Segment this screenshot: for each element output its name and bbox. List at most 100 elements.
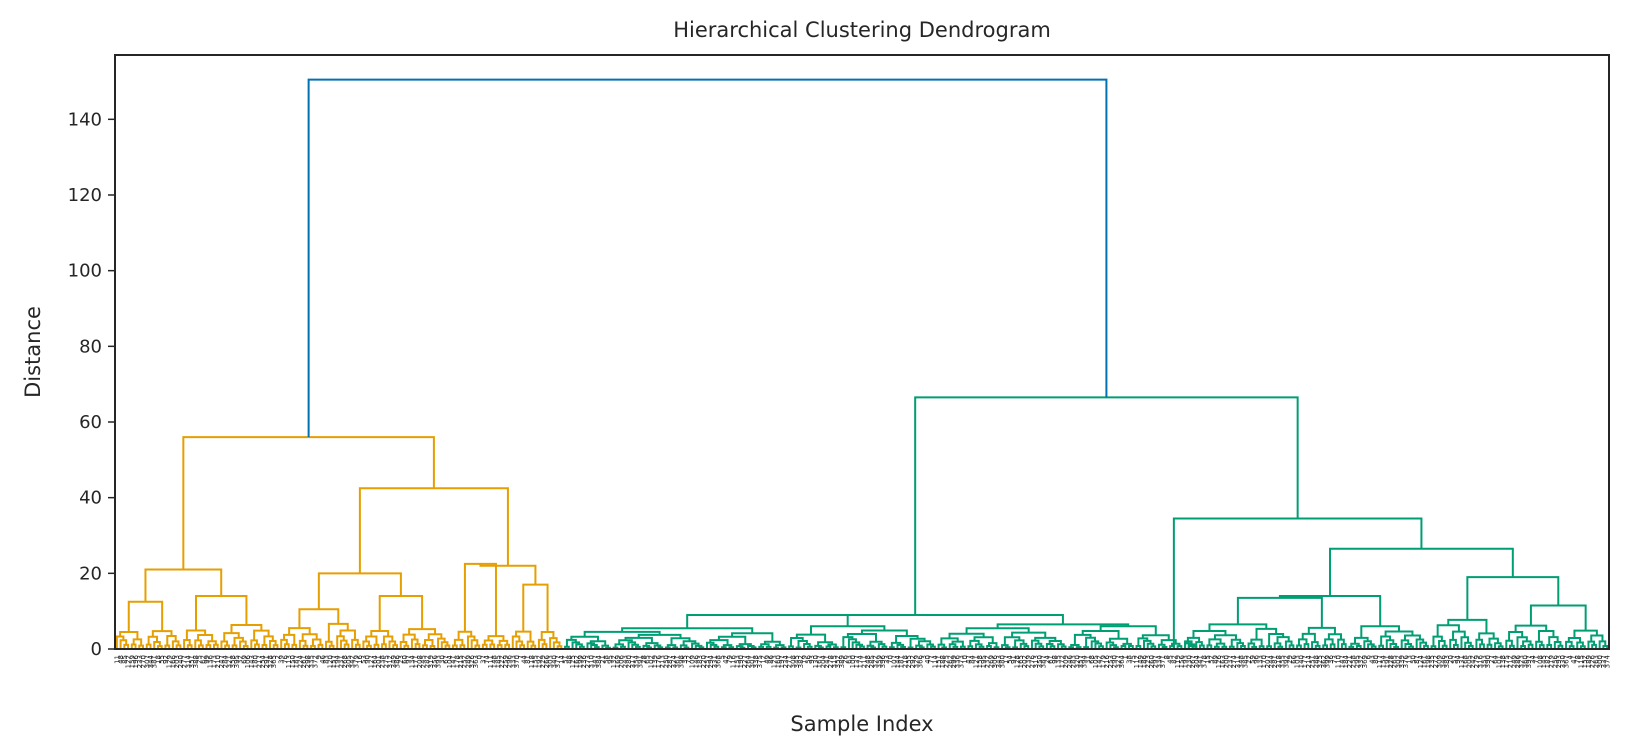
leaf-label: 172	[1058, 655, 1066, 668]
leaf-label: 148	[491, 655, 499, 668]
leaf-label: 189	[1585, 655, 1593, 668]
leaf-label: 341	[1197, 655, 1205, 668]
leaf-label: 170	[1260, 655, 1268, 668]
leaf-label: 222	[498, 655, 506, 668]
leaf-label: 259	[502, 655, 510, 668]
leaf-label: 105	[1092, 655, 1100, 668]
leaf-label: 223	[1144, 655, 1152, 668]
dendrogram-link	[327, 622, 349, 642]
leaf-label: 64	[1492, 654, 1500, 663]
leaf-label: 191	[1383, 655, 1391, 668]
leaf-label: 89	[1211, 655, 1219, 664]
leaf-label: 188	[939, 655, 947, 668]
leaf-label: 266	[543, 654, 551, 668]
leaf-label: 247	[218, 655, 226, 668]
leaf-label: 207	[1264, 655, 1272, 668]
dendrogram-link	[686, 613, 849, 629]
dendrogram-link	[1452, 630, 1466, 640]
leaf-label: 184	[1342, 654, 1350, 668]
leaf-label: 310	[588, 655, 596, 668]
y-tick-label: 80	[79, 336, 102, 357]
leaf-label: 377	[554, 655, 562, 668]
leaf-label: 12	[760, 655, 768, 664]
leaf-label: 206	[618, 654, 626, 668]
dendrogram-link	[914, 396, 1299, 615]
leaf-label: 285	[868, 655, 876, 668]
leaf-label: 9	[315, 655, 323, 659]
leaf-label: 389	[838, 655, 846, 668]
leaf-label: 6	[1365, 654, 1373, 659]
leaf-label: 53	[360, 655, 368, 664]
leaf-label: 337	[1600, 655, 1608, 668]
leaf-label: 42	[722, 655, 730, 664]
leaf-label: 268	[341, 655, 349, 668]
leaf-label: 221	[1346, 655, 1354, 668]
leaf-label: 240	[177, 655, 185, 668]
leaf-label: 20	[1447, 655, 1455, 664]
leaf-label: 68	[1088, 655, 1096, 664]
leaf-label: 345	[793, 655, 801, 668]
leaf-label: 236	[580, 654, 588, 668]
leaf-label: 139	[651, 655, 659, 668]
y-tick-label: 100	[68, 261, 102, 282]
leaf-label: 194	[334, 654, 342, 668]
leaf-label: 100	[849, 655, 857, 668]
leaf-label: 359	[875, 655, 883, 668]
leaf-label: 338	[752, 655, 760, 668]
leaf-label: 171	[412, 655, 420, 668]
leaf-label: 308	[789, 655, 797, 668]
leaf-label: 210	[214, 655, 222, 668]
dendrogram-link	[522, 583, 549, 632]
leaf-label: 209	[1062, 655, 1070, 668]
leaf-label: 394	[1081, 654, 1089, 668]
leaf-label: 219	[1548, 655, 1556, 668]
leaf-label: 334	[1155, 654, 1163, 668]
leaf-label: 395	[233, 655, 241, 668]
leaf-label: 190	[737, 655, 745, 668]
leaf-label: 326	[468, 654, 476, 668]
leaf-label: 365	[270, 655, 278, 668]
y-tick-label: 140	[68, 109, 102, 130]
leaf-label: 195	[980, 655, 988, 668]
leaf-label: 99	[203, 655, 211, 664]
leaf-label: 43	[1368, 655, 1376, 664]
leaf-label: 383	[1443, 655, 1451, 668]
dendrogram-link	[382, 635, 394, 645]
leaf-label: 340	[550, 655, 558, 668]
leaf-label: 10	[961, 655, 969, 664]
dendrogram-link	[1236, 596, 1323, 628]
leaf-label: 384	[595, 654, 603, 668]
leaf-label: 22	[1245, 655, 1253, 664]
leaf-label: 252	[461, 655, 469, 668]
leaf-label: 75	[1129, 655, 1137, 664]
leaf-label: 128	[1014, 655, 1022, 668]
leaf-label: 55	[158, 655, 166, 664]
leaf-label: 180	[252, 655, 260, 668]
leaf-label: 136	[207, 654, 215, 668]
leaf-label: 249	[1510, 655, 1518, 668]
y-axis: 0 20 40 60 80 100 120 140	[68, 109, 115, 660]
leaf-label: 109	[689, 655, 697, 668]
leaf-label: 315	[830, 655, 838, 668]
leaf-label: 290	[1111, 655, 1119, 668]
leaf-label: 330	[1559, 655, 1567, 668]
leaf-label: 262	[946, 655, 954, 668]
leaf-label: 149	[1137, 655, 1145, 668]
leaf-label: 264	[745, 654, 753, 668]
leaf-label: 398	[677, 655, 685, 668]
leaf-label: 161	[1421, 655, 1429, 668]
leaf-label: 47	[965, 655, 973, 664]
leaf-label: 17	[1002, 655, 1010, 664]
leaf-label: 145	[1540, 655, 1548, 668]
leaf-label: 32	[237, 655, 245, 664]
leaf-label: 57	[1451, 655, 1459, 664]
leaf-label: 33	[883, 655, 891, 664]
leaf-label: 37	[479, 655, 487, 664]
leaf-label: 382	[797, 655, 805, 668]
leaf-label: 162	[573, 655, 581, 668]
leaf-label: 157	[330, 655, 338, 668]
leaf-label: 282	[423, 655, 431, 668]
leaf-label: 213	[659, 655, 667, 668]
